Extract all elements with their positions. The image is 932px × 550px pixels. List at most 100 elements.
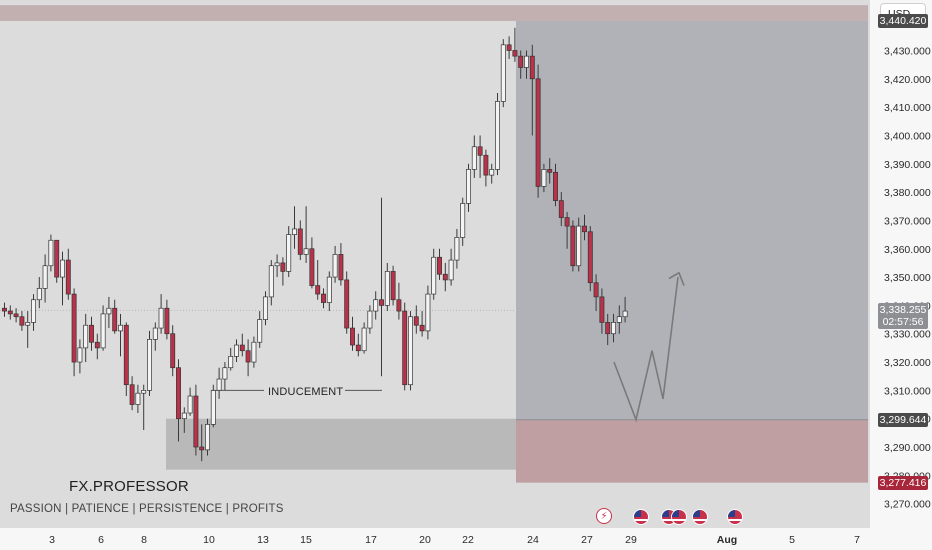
candle bbox=[280, 257, 286, 286]
candle-body bbox=[373, 299, 379, 312]
candle-body bbox=[616, 316, 622, 323]
candle bbox=[83, 313, 89, 363]
candle bbox=[454, 228, 460, 269]
candle bbox=[170, 325, 176, 377]
price-tag: 3,440.420 bbox=[878, 13, 928, 28]
candle-body bbox=[42, 265, 48, 289]
candle-body bbox=[297, 228, 303, 255]
candle bbox=[321, 288, 326, 309]
candle-body bbox=[263, 296, 268, 320]
candle-body bbox=[135, 392, 141, 405]
candle-body bbox=[466, 169, 471, 204]
candle bbox=[576, 217, 582, 272]
candle bbox=[605, 313, 611, 346]
candle bbox=[222, 362, 228, 391]
candle-body bbox=[500, 44, 506, 102]
date-tick-label: 5 bbox=[789, 534, 795, 546]
candle-body bbox=[268, 265, 274, 298]
candle bbox=[100, 305, 106, 351]
candle-body bbox=[326, 276, 332, 303]
candle-body bbox=[181, 412, 187, 420]
projected-path-arrowhead bbox=[668, 271, 685, 286]
candle bbox=[344, 271, 350, 334]
candle bbox=[553, 163, 558, 207]
candle bbox=[205, 418, 210, 456]
candle bbox=[570, 220, 576, 272]
candle-body bbox=[564, 217, 570, 227]
candle bbox=[123, 322, 129, 397]
candle bbox=[564, 211, 570, 249]
candle bbox=[31, 294, 36, 331]
candle bbox=[315, 260, 321, 300]
candle-body bbox=[558, 200, 564, 218]
price-tag: 3,299.644 bbox=[878, 412, 928, 427]
candle-body bbox=[245, 350, 251, 363]
candle bbox=[442, 262, 448, 292]
candle-body bbox=[611, 322, 616, 335]
candle bbox=[158, 294, 164, 334]
candle-body bbox=[65, 259, 71, 295]
candle-body bbox=[2, 307, 7, 312]
candle bbox=[112, 299, 118, 334]
candle-body bbox=[605, 322, 611, 335]
candle bbox=[286, 226, 292, 278]
candle-body bbox=[303, 248, 309, 255]
candle-body bbox=[437, 256, 442, 275]
projected-path bbox=[613, 276, 679, 423]
price-tick-label: 3,420.000 bbox=[884, 74, 931, 86]
candle-body bbox=[593, 282, 599, 298]
candle-body bbox=[158, 307, 164, 329]
candle bbox=[587, 226, 593, 292]
date-tick-label: 7 bbox=[854, 534, 860, 546]
candle-body bbox=[599, 296, 605, 323]
us-flag-event-icon[interactable] bbox=[671, 509, 687, 525]
candle bbox=[187, 387, 193, 416]
candle bbox=[419, 311, 425, 337]
candle bbox=[582, 214, 587, 241]
candle-body bbox=[582, 225, 587, 233]
candle bbox=[379, 197, 384, 377]
lightning-event-icon[interactable]: ⚡ bbox=[596, 508, 612, 524]
candle-body bbox=[199, 446, 205, 451]
candle-body bbox=[216, 378, 222, 391]
candle bbox=[89, 316, 94, 351]
candle bbox=[611, 313, 616, 343]
candle-body bbox=[309, 248, 315, 286]
candle-body bbox=[13, 313, 19, 318]
price-tag-countdown: 02:57:56 bbox=[882, 316, 924, 329]
candle-body bbox=[106, 307, 112, 315]
candle bbox=[263, 291, 268, 326]
price-tag: 3,338.255 02:57:56 bbox=[878, 303, 928, 330]
date-tick-label: 15 bbox=[300, 534, 312, 546]
candle-body bbox=[239, 344, 245, 352]
candle-body bbox=[547, 169, 553, 173]
price-tick-label: 3,350.000 bbox=[884, 272, 931, 284]
candle-body bbox=[54, 239, 60, 278]
candle-body bbox=[384, 271, 390, 306]
candle bbox=[228, 347, 234, 371]
candle bbox=[54, 239, 60, 283]
candle-body bbox=[315, 285, 321, 295]
candle bbox=[535, 64, 541, 198]
candle bbox=[326, 271, 332, 312]
left-demand-zone bbox=[166, 418, 516, 470]
candle bbox=[210, 384, 216, 428]
candle bbox=[106, 296, 112, 329]
us-flag-event-icon[interactable] bbox=[727, 509, 743, 525]
candle-body bbox=[280, 262, 286, 272]
us-flag-event-icon[interactable] bbox=[692, 509, 708, 525]
candle-body bbox=[286, 234, 292, 272]
candle bbox=[94, 333, 100, 360]
zones-layer bbox=[0, 5, 868, 483]
candle bbox=[396, 282, 402, 320]
candle-body bbox=[471, 146, 477, 170]
candle bbox=[297, 220, 303, 261]
us-flag-event-icon[interactable] bbox=[633, 509, 649, 525]
candle-body bbox=[89, 324, 94, 343]
candle bbox=[60, 251, 65, 306]
candle bbox=[71, 288, 77, 377]
candle-body bbox=[495, 101, 500, 170]
candle-body bbox=[332, 254, 338, 278]
candle bbox=[355, 333, 361, 357]
